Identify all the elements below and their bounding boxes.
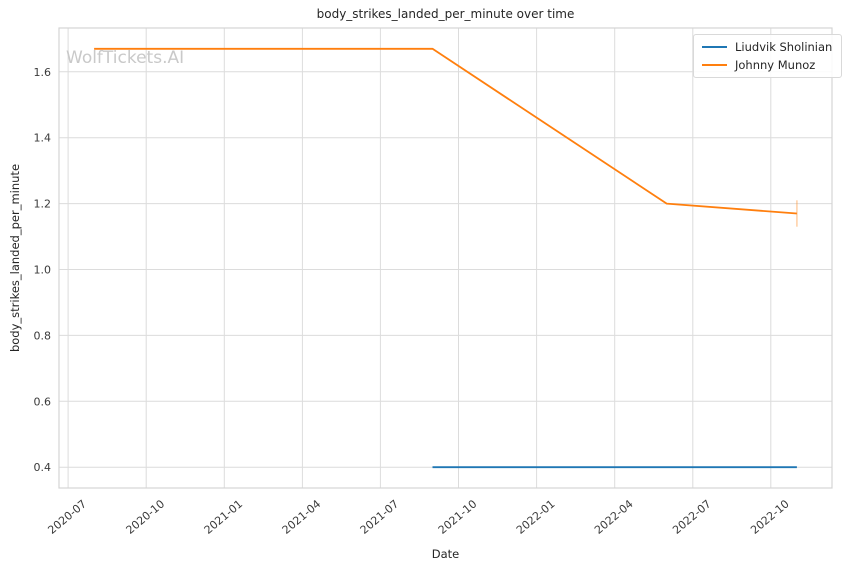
y-tick-label: 1.2 (34, 198, 52, 211)
legend-label: Johnny Munoz (735, 58, 816, 72)
y-tick-label: 1.0 (34, 264, 52, 277)
y-tick-label: 0.8 (34, 329, 52, 342)
y-axis-label: body_strikes_landed_per_minute (8, 163, 22, 353)
series-line (94, 47, 797, 215)
x-tick-label: 2021-01 (202, 497, 246, 537)
legend-entry-johnny-munoz: Johnny Munoz (702, 58, 832, 72)
y-tick-label: 0.4 (34, 461, 52, 474)
legend: Liudvik Sholinian Johnny Munoz (693, 34, 843, 78)
legend-label: Liudvik Sholinian (735, 40, 833, 54)
y-tick-label: 0.6 (34, 395, 52, 408)
x-tick-label: 2022-07 (670, 497, 714, 537)
legend-line-swatch (702, 46, 727, 48)
y-tick-label: 1.4 (34, 132, 52, 145)
x-tick-label: 2021-07 (358, 497, 402, 537)
watermark: WolfTickets.AI (66, 48, 185, 68)
legend-line-swatch (702, 64, 727, 66)
x-tick-label: 2020-07 (45, 497, 89, 537)
x-tick-label: 2020-10 (124, 497, 168, 537)
x-tick-label: 2022-10 (748, 497, 792, 537)
chart-title: body_strikes_landed_per_minute over time (316, 7, 575, 21)
x-tick-label: 2021-04 (280, 497, 324, 537)
x-tick-label: 2021-10 (436, 497, 480, 537)
x-tick-label: 2022-01 (514, 497, 558, 537)
plot-frame (58, 27, 833, 489)
y-tick-label: 1.6 (34, 66, 52, 79)
legend-entry-liudvik-sholinian: Liudvik Sholinian (702, 40, 832, 54)
x-tick-label: 2022-04 (592, 497, 636, 537)
x-axis-label: Date (431, 547, 460, 561)
